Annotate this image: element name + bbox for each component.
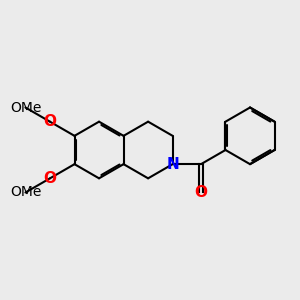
- Text: O: O: [194, 185, 208, 200]
- Text: O: O: [44, 171, 56, 186]
- Text: OMe: OMe: [10, 100, 41, 115]
- Text: OMe: OMe: [10, 185, 41, 200]
- Text: O: O: [44, 114, 56, 129]
- Text: N: N: [166, 157, 179, 172]
